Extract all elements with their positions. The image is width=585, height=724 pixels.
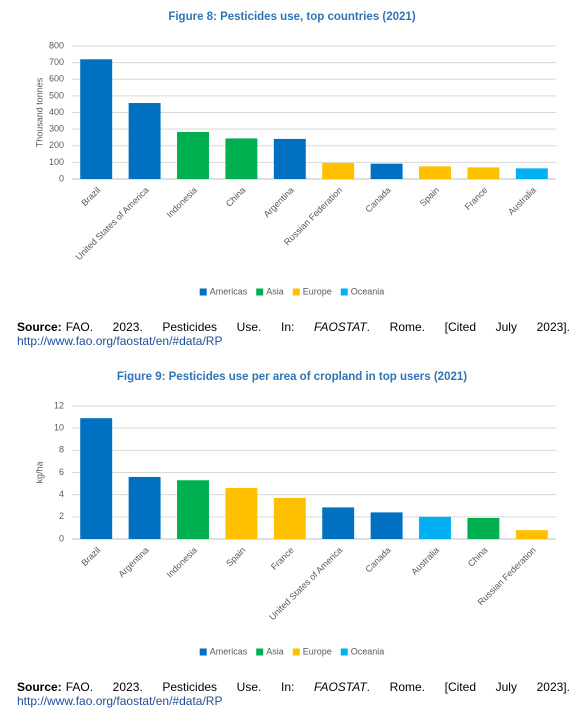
bar bbox=[370, 163, 403, 179]
y-tick-label: 4 bbox=[59, 489, 64, 499]
bar bbox=[177, 131, 209, 179]
y-tick-label: 700 bbox=[49, 57, 64, 67]
source-database: FAOSTAT bbox=[314, 320, 367, 334]
x-tick-label: Indonesia bbox=[164, 185, 199, 220]
source-url: http://www.fao.org/faostat/en/#data/RP bbox=[17, 694, 223, 708]
source-label: Source: bbox=[17, 680, 62, 694]
source-line: Source: FAO. 2023. Pesticides Use. In: FA… bbox=[17, 320, 570, 334]
y-tick-label: 300 bbox=[49, 124, 64, 134]
y-tick-label: 0 bbox=[59, 533, 64, 543]
source-label: Source: bbox=[17, 320, 62, 334]
legend-swatch bbox=[199, 288, 207, 296]
x-tick-label: Australia bbox=[506, 185, 538, 217]
x-tick-label: Spain bbox=[224, 545, 247, 568]
source-text: . Rome. [Cited July 2023]. bbox=[366, 680, 570, 694]
x-tick-label: Canada bbox=[363, 185, 392, 214]
bar bbox=[273, 138, 306, 179]
y-tick-label: 8 bbox=[59, 445, 64, 455]
x-tick-label: Australia bbox=[409, 545, 441, 577]
bar bbox=[225, 488, 258, 539]
bar bbox=[515, 168, 548, 179]
x-tick-label: France bbox=[269, 545, 296, 572]
legend-swatch bbox=[292, 648, 300, 656]
x-tick-label: Brazil bbox=[79, 185, 102, 208]
legend-swatch bbox=[340, 648, 348, 656]
legend-swatch bbox=[199, 648, 207, 656]
bar bbox=[273, 497, 306, 539]
x-tick-label: China bbox=[224, 185, 248, 209]
bar bbox=[177, 480, 209, 539]
bar bbox=[515, 530, 548, 539]
legend-swatch bbox=[340, 288, 348, 296]
legend-label: Asia bbox=[266, 286, 284, 296]
y-tick-label: 600 bbox=[49, 74, 64, 84]
x-tick-label: France bbox=[463, 185, 490, 212]
y-tick-label: 200 bbox=[49, 140, 64, 150]
y-tick-label: 2 bbox=[59, 511, 64, 521]
y-tick-label: 6 bbox=[59, 467, 64, 477]
legend: Americas Asia Europe Oceania bbox=[199, 286, 385, 296]
legend-label: Oceania bbox=[351, 646, 385, 656]
bar bbox=[128, 103, 161, 179]
legend-label: Europe bbox=[303, 286, 332, 296]
bar bbox=[467, 517, 500, 539]
y-axis-label: kg/ha bbox=[34, 461, 44, 483]
legend-swatch bbox=[256, 288, 264, 296]
chart: Figure 8: Pesticides use, top countries … bbox=[34, 11, 556, 296]
source-line: Source: FAO. 2023. Pesticides Use. In: FA… bbox=[17, 680, 570, 694]
bar bbox=[322, 507, 355, 539]
source: Source: FAO. 2023. Pesticides Use. In: FA… bbox=[17, 320, 570, 348]
bar bbox=[80, 59, 113, 179]
source: Source: FAO. 2023. Pesticides Use. In: FA… bbox=[17, 680, 570, 708]
y-tick-label: 0 bbox=[59, 173, 64, 183]
x-tick-label: Spain bbox=[418, 185, 441, 208]
x-tick-label: Argentina bbox=[116, 545, 150, 579]
source-text: FAO. 2023. Pesticides Use. In: bbox=[65, 680, 295, 694]
chart: Figure 9: Pesticides use per area of cro… bbox=[34, 371, 556, 656]
bar bbox=[128, 476, 161, 539]
bar bbox=[370, 512, 403, 539]
chart-title: Figure 9: Pesticides use per area of cro… bbox=[117, 371, 467, 383]
chart-title: Figure 8: Pesticides use, top countries … bbox=[168, 11, 415, 23]
x-tick-label: Canada bbox=[363, 545, 392, 574]
y-tick-label: 400 bbox=[49, 107, 64, 117]
x-tick-label: Indonesia bbox=[164, 545, 199, 580]
x-tick-label: Argentina bbox=[262, 185, 296, 219]
legend-swatch bbox=[292, 288, 300, 296]
y-tick-label: 12 bbox=[54, 400, 64, 410]
y-axis-label: Thousand tonnes bbox=[34, 77, 44, 147]
legend-label: Oceania bbox=[351, 286, 385, 296]
legend-label: Europe bbox=[303, 646, 332, 656]
source-database: FAOSTAT bbox=[314, 680, 367, 694]
source-url: http://www.fao.org/faostat/en/#data/RP bbox=[17, 334, 223, 348]
legend: Americas Asia Europe Oceania bbox=[199, 646, 385, 656]
bar bbox=[225, 138, 258, 179]
legend-label: Americas bbox=[210, 646, 248, 656]
x-tick-label: China bbox=[466, 545, 490, 569]
source-text: FAO. 2023. Pesticides Use. In: bbox=[65, 320, 295, 334]
y-tick-label: 10 bbox=[54, 423, 64, 433]
y-tick-label: 100 bbox=[49, 157, 64, 167]
x-tick-label: Brazil bbox=[79, 545, 102, 568]
bar bbox=[419, 166, 451, 179]
y-tick-label: 500 bbox=[49, 90, 64, 100]
source-text: . Rome. [Cited July 2023]. bbox=[366, 320, 570, 334]
bar bbox=[467, 167, 500, 179]
bar bbox=[419, 516, 451, 539]
y-tick-label: 800 bbox=[49, 40, 64, 50]
legend-swatch bbox=[256, 648, 264, 656]
legend-label: Americas bbox=[210, 286, 248, 296]
legend-label: Asia bbox=[266, 646, 284, 656]
bar bbox=[322, 162, 355, 179]
bar bbox=[80, 418, 113, 539]
